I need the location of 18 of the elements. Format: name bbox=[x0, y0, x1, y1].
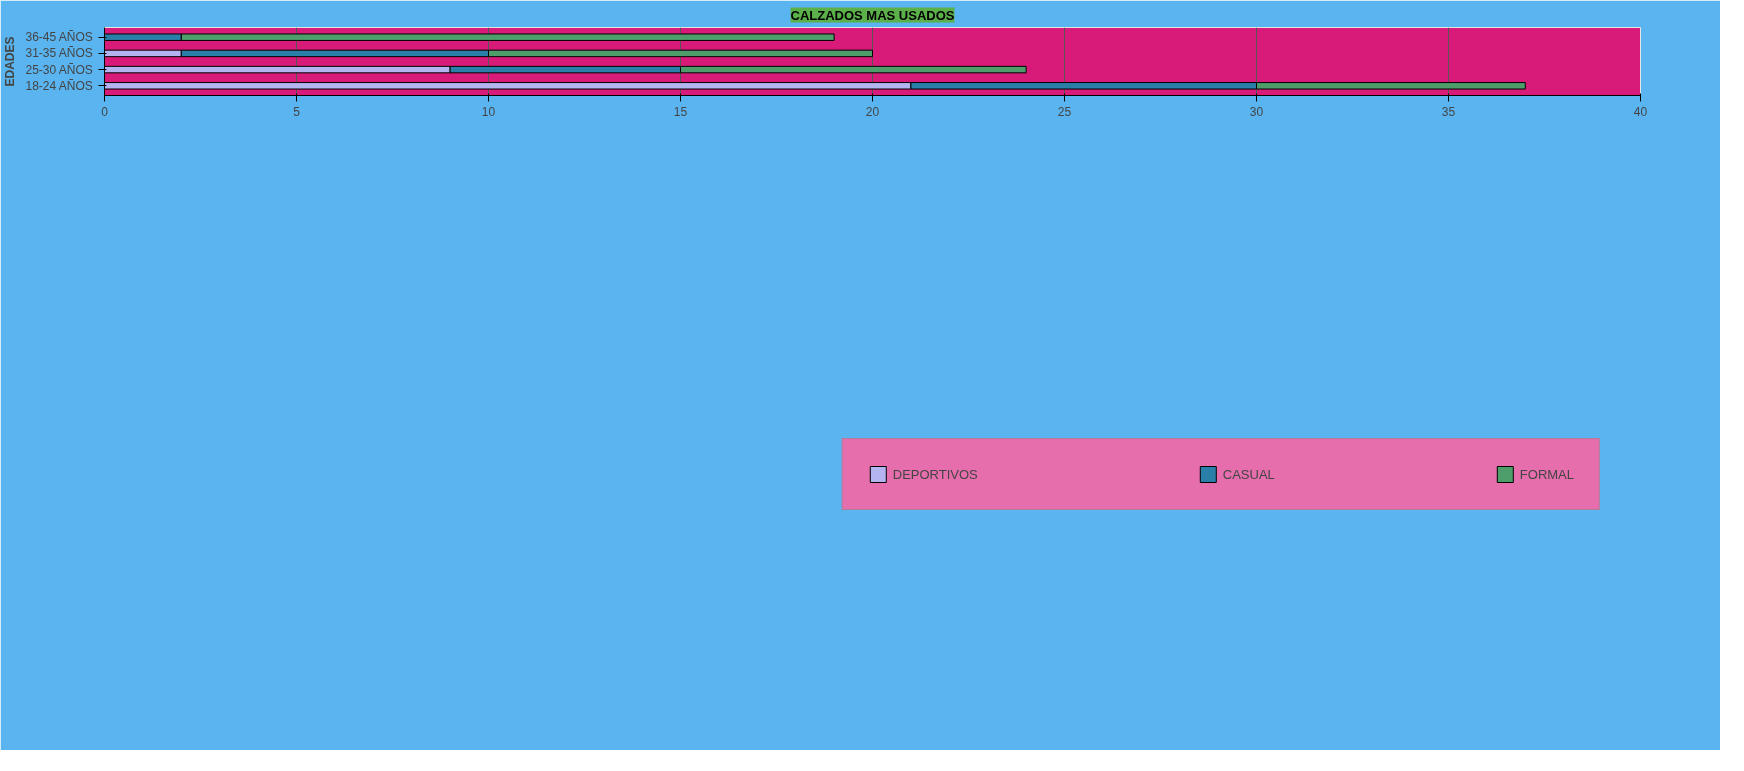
x-tick-label: 25 bbox=[1057, 104, 1072, 119]
legend-label: FORMAL bbox=[1519, 466, 1574, 482]
x-tick-label: 20 bbox=[865, 104, 880, 119]
x-tick-label: 5 bbox=[293, 104, 301, 119]
y-tick-label: 25-30 AÑOS bbox=[25, 62, 93, 77]
x-tick-label: 0 bbox=[101, 104, 109, 119]
x-tick-label: 35 bbox=[1441, 104, 1456, 119]
x-tick-label: 10 bbox=[481, 104, 496, 119]
chart-title: CALZADOS MAS USADOS bbox=[790, 7, 955, 23]
x-tick-label: 40 bbox=[1633, 104, 1648, 119]
y-axis-title: EDADES bbox=[3, 36, 18, 87]
x-tick-label: 15 bbox=[673, 104, 688, 119]
x-tick-label: 30 bbox=[1249, 104, 1264, 119]
legend-label: CASUAL bbox=[1222, 466, 1275, 482]
y-tick-label: 36-45 AÑOS bbox=[25, 30, 93, 45]
legend-label: DEPORTIVOS bbox=[892, 466, 978, 482]
y-tick-label: 18-24 AÑOS bbox=[25, 78, 93, 93]
y-tick-label: 31-35 AÑOS bbox=[25, 46, 93, 61]
